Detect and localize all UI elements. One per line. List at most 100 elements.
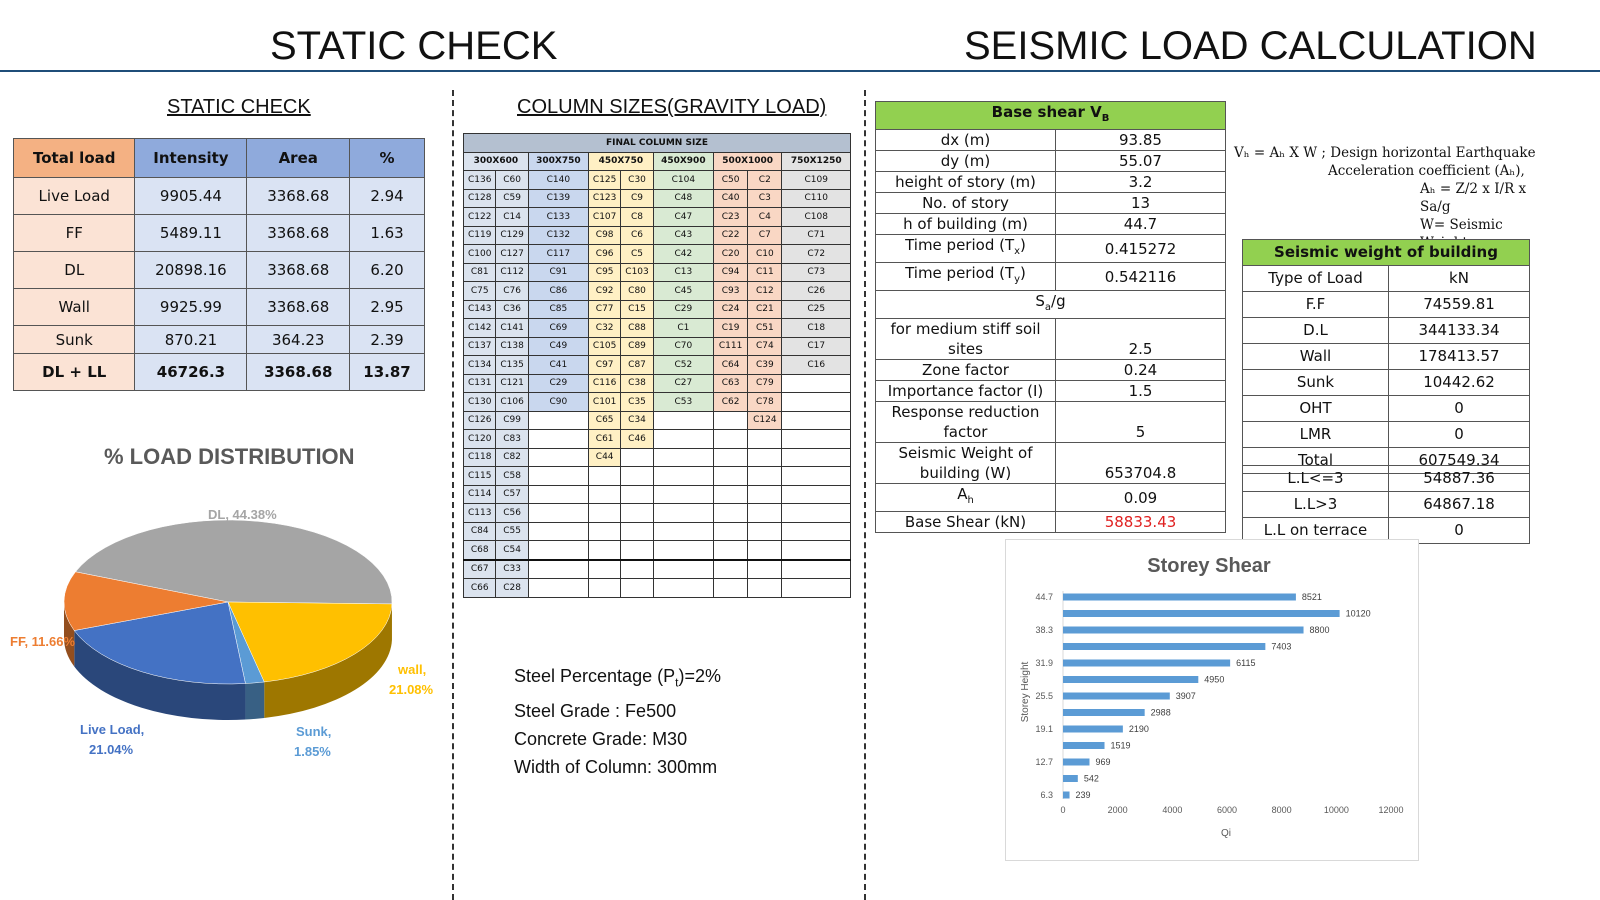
column-id-cell — [747, 447, 783, 467]
column-id-cell: C69 — [527, 318, 589, 338]
static-table-cell: 2.94 — [349, 177, 425, 215]
column-table-row: C68 C54 — [462, 540, 851, 561]
column-id-cell: C142 — [462, 318, 497, 338]
column-id-cell: C115 — [462, 466, 497, 486]
column-id-cell — [527, 521, 589, 541]
base-shear-value: 13 — [1055, 192, 1226, 214]
static-table-cell: 13.87 — [349, 353, 425, 391]
static-table-cell: 3368.68 — [246, 251, 351, 289]
base-shear-value: 0.24 — [1055, 359, 1226, 381]
live-load-cell: L.L>3 — [1242, 491, 1389, 518]
base-shear-row: Sa/g — [875, 290, 1226, 319]
static-header-cell: Intensity — [134, 138, 248, 178]
base-shear-value: 3.2 — [1055, 171, 1226, 193]
bar-value-label: 1519 — [1111, 741, 1131, 751]
column-id-cell: C64 — [712, 355, 749, 375]
column-id-cell: C82 — [495, 447, 529, 467]
sa-g-label: Sa/g — [875, 290, 1226, 319]
static-table-cell: 9925.99 — [134, 288, 248, 326]
column-id-cell — [712, 429, 749, 449]
column-id-cell — [781, 373, 851, 393]
pie-label-sunk-2: 1.85% — [294, 744, 331, 759]
column-sizes-title: COLUMN SIZES(GRAVITY LOAD) — [517, 96, 827, 118]
column-id-cell: C83 — [495, 429, 529, 449]
base-shear-label: Importance factor (I) — [875, 380, 1056, 402]
seismic-weight-cell: LMR — [1242, 421, 1389, 448]
column-id-cell — [781, 540, 851, 561]
storey-bar — [1063, 791, 1070, 799]
column-id-cell: C137 — [462, 336, 497, 356]
base-shear-row: Ah 0.09 — [875, 483, 1226, 512]
column-id-cell: C77 — [587, 299, 622, 319]
static-table-row: FF 5489.11 3368.68 1.63 — [12, 214, 425, 252]
column-id-cell: C44 — [587, 447, 622, 467]
column-id-cell: C59 — [495, 188, 529, 208]
column-id-cell — [527, 466, 589, 486]
column-id-cell: C6 — [620, 225, 654, 245]
base-shear-value: 5 — [1055, 401, 1226, 443]
column-id-cell: C97 — [587, 355, 622, 375]
seismic-weight-header: kN — [1388, 265, 1530, 292]
column-id-cell: C17 — [781, 336, 851, 356]
column-id-cell: C91 — [527, 262, 589, 282]
base-shear-label: height of story (m) — [875, 171, 1056, 193]
column-table-row: C114 C57 — [462, 484, 851, 504]
column-id-cell: C112 — [495, 262, 529, 282]
base-shear-label: Base Shear (kN) — [875, 511, 1056, 533]
seismic-weight-cell: Wall — [1242, 343, 1389, 370]
seismic-weight-row: F.F 74559.81 — [1242, 291, 1530, 318]
column-id-cell: C29 — [527, 373, 589, 393]
column-id-cell: C48 — [652, 188, 714, 208]
column-id-cell — [620, 484, 654, 504]
column-id-cell: C55 — [495, 521, 529, 541]
y-tick-label: 38.3 — [1035, 625, 1053, 635]
column-id-cell: C128 — [462, 188, 497, 208]
column-id-cell: C1 — [652, 318, 714, 338]
column-id-cell — [712, 559, 749, 579]
column-id-cell — [747, 484, 783, 504]
static-table-cell: 6.20 — [349, 251, 425, 289]
base-shear-row: h of building (m) 44.7 — [875, 213, 1226, 235]
column-id-cell: C18 — [781, 318, 851, 338]
static-table-cell: DL — [12, 251, 136, 289]
column-id-cell: C41 — [527, 355, 589, 375]
pie-label-live-1: Live Load, — [80, 722, 145, 737]
static-table-row: DL + LL 46726.3 3368.68 13.87 — [12, 353, 425, 391]
column-id-cell: C135 — [495, 355, 529, 375]
column-id-cell: C86 — [527, 281, 589, 301]
bar-value-label: 6115 — [1236, 658, 1255, 668]
column-id-cell: C119 — [462, 225, 497, 245]
column-id-cell — [747, 429, 783, 449]
column-id-cell: C121 — [495, 373, 529, 393]
column-id-cell — [527, 540, 589, 561]
column-id-cell: C113 — [462, 503, 497, 523]
load-distribution-title: % LOAD DISTRIBUTION — [104, 444, 355, 469]
column-id-cell: C98 — [587, 225, 622, 245]
static-table-cell: 3368.68 — [246, 353, 351, 391]
column-size-table: FINAL COLUMN SIZE 300X600 300X750 450X750 4… — [462, 133, 851, 598]
column-id-cell: C125 — [587, 170, 622, 190]
column-id-cell — [587, 503, 622, 523]
x-tick-label: 4000 — [1162, 805, 1182, 815]
static-table-cell: 2.95 — [349, 288, 425, 326]
column-id-cell: C16 — [781, 355, 851, 375]
column-group-header: 300X750 — [527, 151, 589, 171]
chart-y-axis-label: Storey Height — [1020, 661, 1031, 722]
column-id-cell: C80 — [620, 281, 654, 301]
base-shear-value: 0.542116 — [1055, 262, 1226, 291]
static-header-cell: Area — [246, 138, 351, 178]
static-table-cell: 870.21 — [134, 325, 248, 354]
storey-shear-chart: Storey Shear Storey Height Qi 8521 10120 8… — [1020, 555, 1404, 839]
column-id-cell: C74 — [747, 336, 783, 356]
live-load-cell: 54887.36 — [1388, 465, 1530, 492]
formula-line-1: Vₕ = Aₕ X W ; Design horizontal Earthqua… — [1234, 145, 1536, 161]
column-table-row: C143 C36 C85 C77 C15 C29 C24 C21 C25 — [462, 299, 851, 319]
column-id-cell: C117 — [527, 244, 589, 264]
column-id-cell: C106 — [495, 392, 529, 412]
column-id-cell — [620, 466, 654, 486]
column-id-cell: C136 — [462, 170, 497, 190]
column-id-cell: C131 — [462, 373, 497, 393]
column-id-cell: C3 — [747, 188, 783, 208]
base-shear-value: 58833.43 — [1055, 511, 1226, 533]
column-id-cell — [652, 540, 714, 561]
